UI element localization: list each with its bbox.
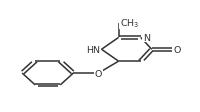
Text: CH$_3$: CH$_3$ — [119, 17, 138, 30]
Text: N: N — [142, 34, 149, 43]
Text: O: O — [173, 45, 180, 54]
Text: HN: HN — [85, 45, 99, 54]
Text: O: O — [94, 69, 102, 78]
